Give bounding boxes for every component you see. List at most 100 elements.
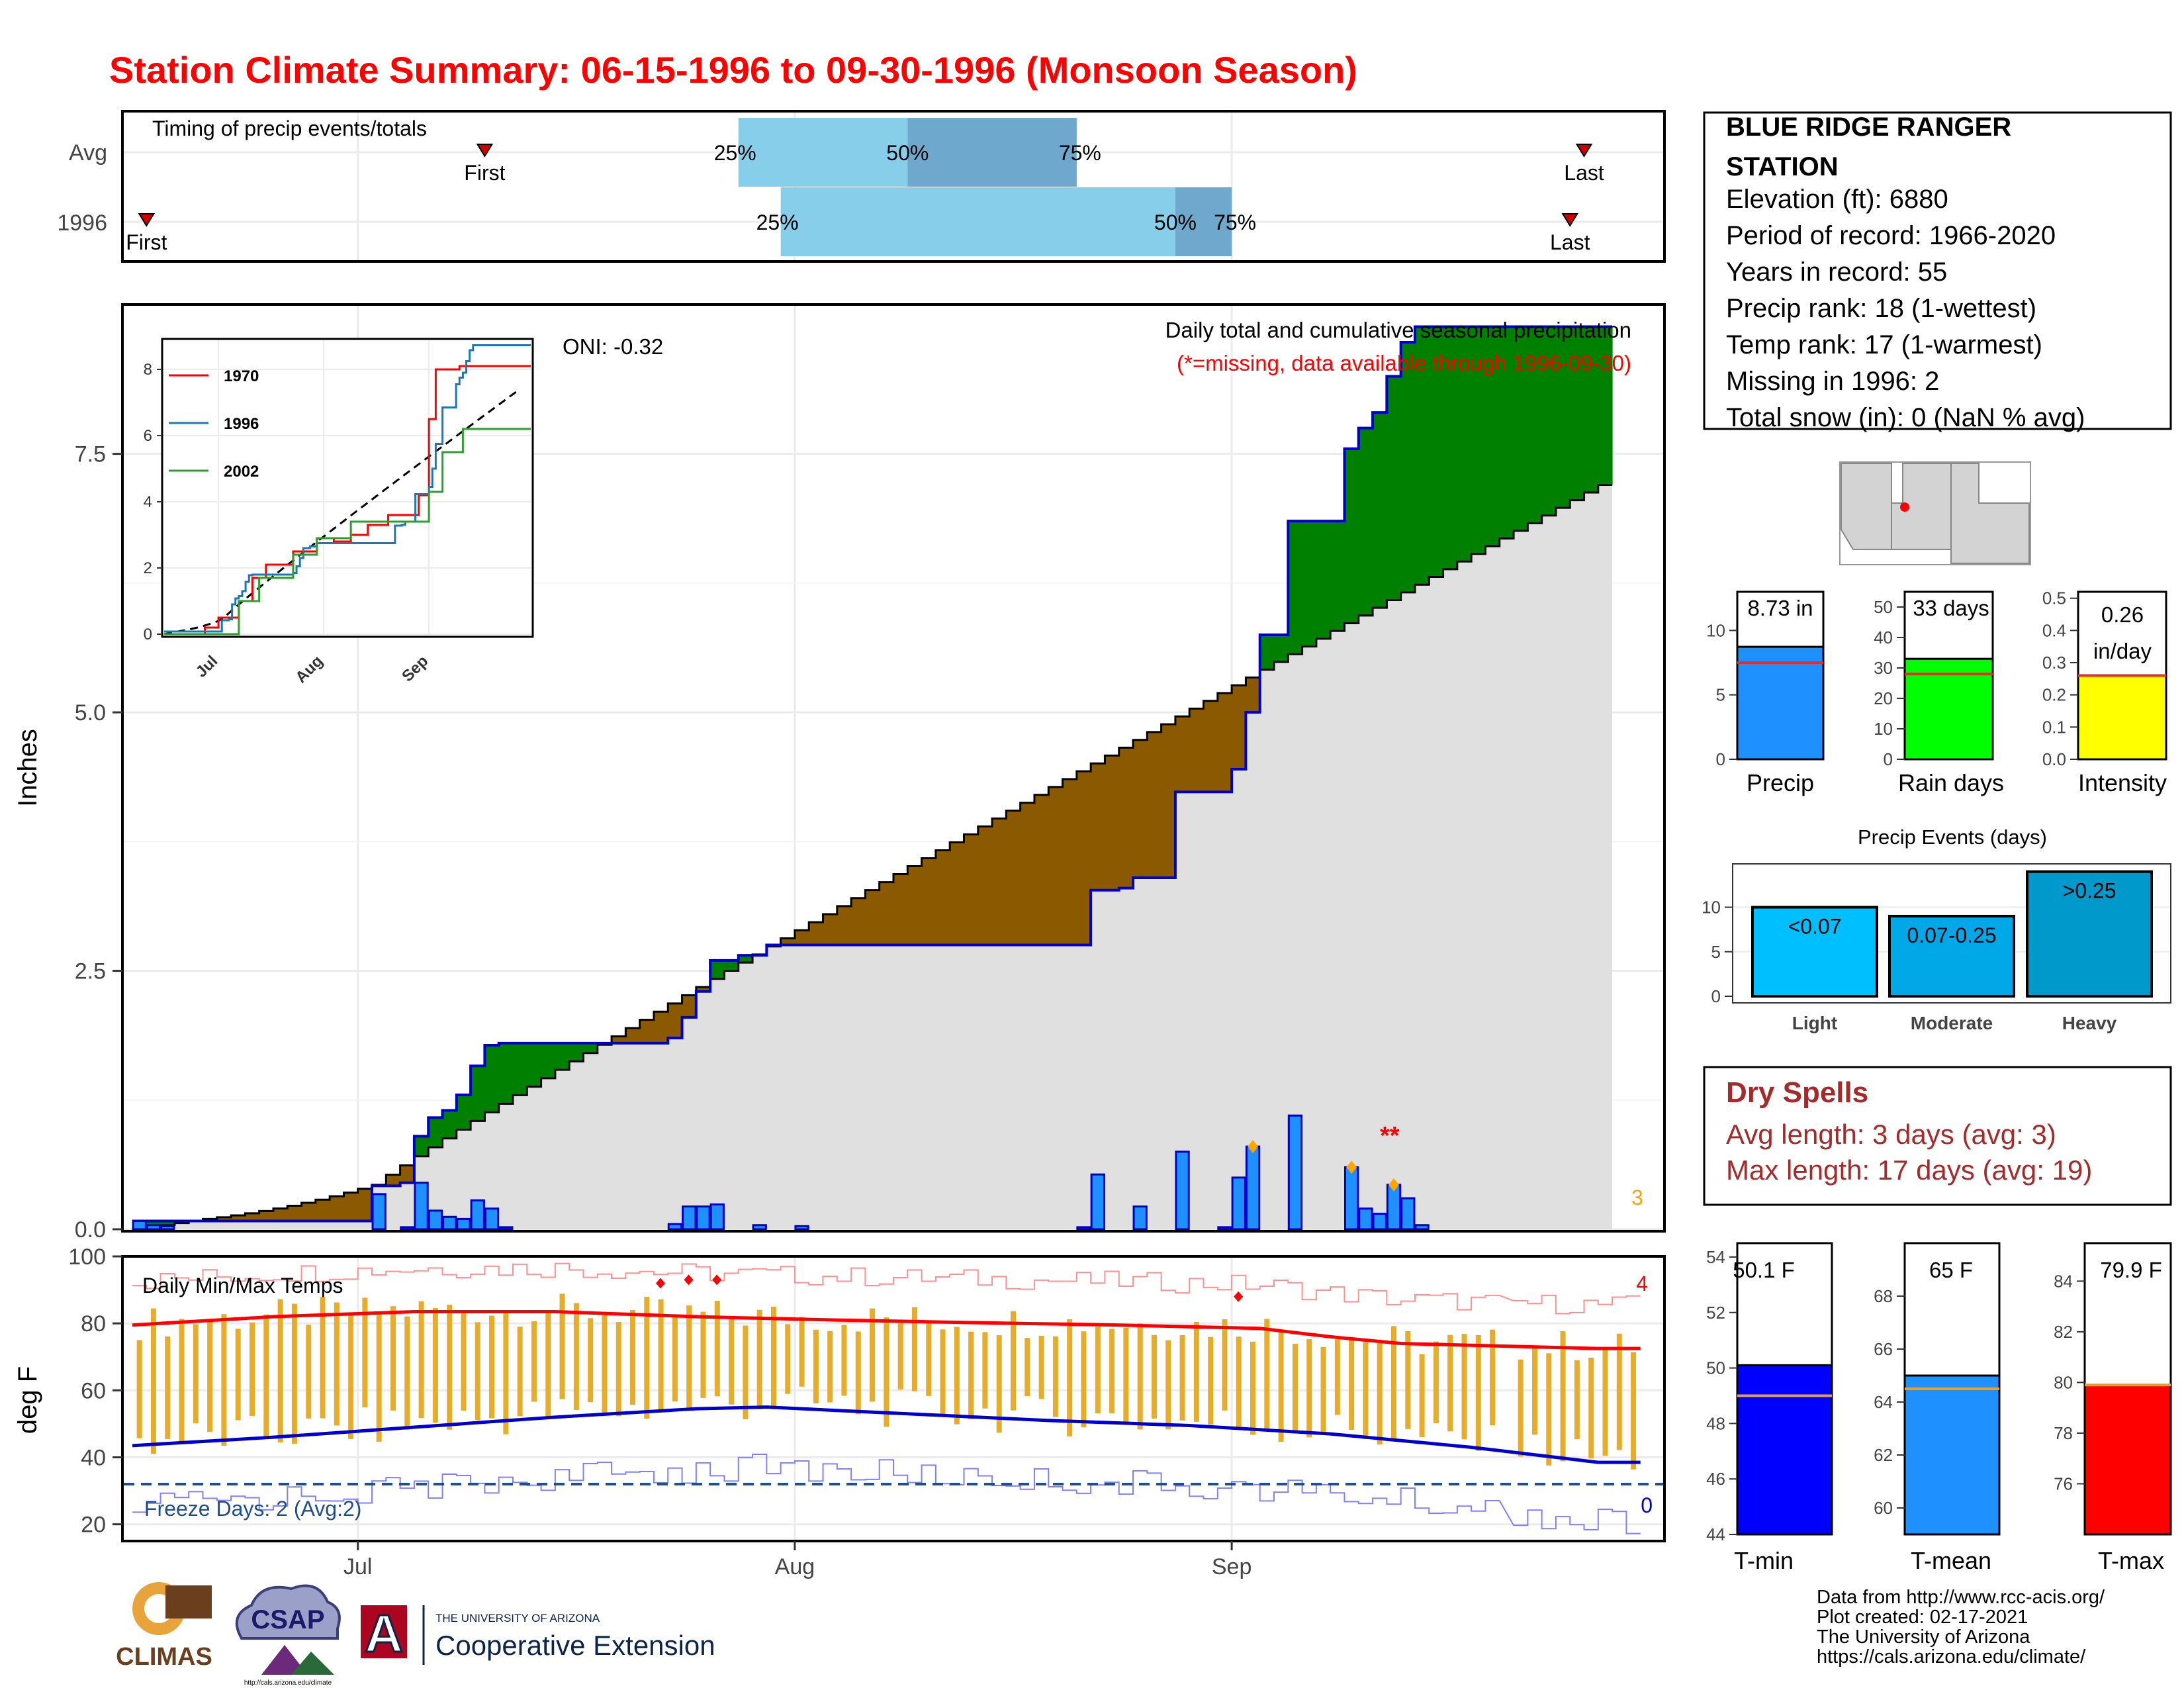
daily-temp-bar <box>1095 1327 1101 1414</box>
event-bar-moderate <box>1888 914 2015 998</box>
deficit-area <box>259 1211 274 1221</box>
deficit-area <box>780 938 796 945</box>
daily-temp-bar <box>1179 1335 1185 1421</box>
daily-temp-bar <box>1447 1335 1453 1432</box>
freeze-days-label: Freeze Days: 2 (Avg:2) <box>144 1497 361 1521</box>
daily-temp-bar <box>207 1321 213 1432</box>
daily-temp-bar <box>1461 1333 1467 1440</box>
precip-ytick: 0.0 <box>75 1217 106 1243</box>
record-high-marker <box>712 1274 722 1286</box>
deficit-area <box>823 914 838 945</box>
daily-temp-bar <box>221 1314 227 1446</box>
daily-precip-bar <box>696 1205 711 1231</box>
daily-temp-bar <box>813 1329 819 1403</box>
precip-bar <box>1736 645 1825 761</box>
deficit-area <box>978 826 993 945</box>
daily-temp-bar <box>954 1327 960 1425</box>
timing-bar-early-avg <box>738 118 908 187</box>
deficit-area <box>668 1003 683 1039</box>
inset-2002-line <box>164 428 531 635</box>
heavy-count-label: 3 <box>1631 1186 1643 1209</box>
temps-ylabel: deg F <box>13 1366 42 1434</box>
daily-temp-bar <box>150 1308 156 1454</box>
oni-label: ONI: -0.32 <box>563 334 663 359</box>
tmean-ytick: 64 <box>1874 1392 1893 1412</box>
ua-logo-line-1: Cooperative Extension <box>435 1630 715 1661</box>
surplus-area <box>1514 326 1528 531</box>
footer-line-4: https://cals.arizona.edu/climate/ <box>1817 1646 2086 1667</box>
daily-temp-bar <box>1560 1331 1566 1462</box>
daily-temp-bar <box>334 1302 340 1426</box>
tmin-ytick: 46 <box>1706 1469 1725 1489</box>
timing-marker-first_day <box>476 144 494 158</box>
inset-average-line <box>163 390 518 635</box>
daily-precip-bar <box>1076 1226 1091 1231</box>
daily-temp-bar <box>644 1297 650 1419</box>
precip-ytick: 5.0 <box>75 700 106 726</box>
surplus-area <box>541 1043 556 1078</box>
precip-ytick: 7.5 <box>75 442 106 467</box>
timing-label: Timing of precip events/totals <box>152 117 427 140</box>
deficit-area <box>851 898 866 945</box>
temp-ytick: 20 <box>81 1513 106 1538</box>
timing-p25-label: 25% <box>714 141 756 165</box>
deficit-area <box>1006 810 1021 945</box>
tmin-value: 50.1 F <box>1733 1258 1795 1282</box>
timing-p75-label: 75% <box>1059 141 1101 165</box>
deficit-area <box>837 906 852 945</box>
deficit-area <box>794 930 809 945</box>
inset-1970-line <box>164 365 531 635</box>
surplus-area <box>1274 634 1289 662</box>
daily-temp-bar <box>1320 1346 1326 1435</box>
daily-temp-bar <box>461 1313 467 1411</box>
surplus-area <box>442 1110 457 1139</box>
timing-marker-last_day <box>1561 213 1579 227</box>
daily-temp-bar <box>1109 1329 1115 1413</box>
daily-temp-bar <box>362 1297 368 1408</box>
surplus-area <box>414 1136 429 1156</box>
daily-temp-bar <box>404 1316 410 1430</box>
daily-temp-bar <box>785 1324 791 1394</box>
daily-temp-bar <box>447 1304 453 1430</box>
deficit-area <box>343 1192 359 1221</box>
temp-top-count: 4 <box>1636 1272 1648 1295</box>
station-missing: Missing in 1996: 2 <box>1726 367 1939 396</box>
daily-temp-bar <box>1334 1339 1340 1415</box>
daily-temp-bar <box>263 1314 269 1437</box>
timing-marker-label: Last <box>1550 230 1590 254</box>
events-ytick: 5 <box>1711 942 1721 962</box>
daily-temp-bar <box>545 1312 551 1419</box>
daily-temp-bar <box>686 1305 692 1410</box>
deficit-area <box>1020 802 1035 945</box>
surplus-area <box>1457 326 1472 562</box>
daily-precip-bar <box>709 1203 725 1231</box>
daily-precip-bar <box>484 1207 500 1231</box>
daily-temp-bar <box>376 1313 382 1442</box>
daily-temp-bar <box>756 1309 762 1409</box>
deficit-area <box>907 866 923 945</box>
deficit-area <box>921 858 936 945</box>
station-name-2: STATION <box>1726 152 1839 181</box>
daily-temp-bar <box>630 1309 636 1405</box>
tmax-label: T-max <box>2098 1547 2164 1574</box>
raindays-ytick: 50 <box>1874 597 1893 617</box>
events-title: Precip Events (days) <box>1858 825 2047 849</box>
daily-temp-bar <box>1574 1360 1580 1440</box>
timing-row-avg: Avg <box>69 140 107 165</box>
deficit-area <box>992 818 1007 945</box>
precip-ytick: 10 <box>1706 620 1725 640</box>
surplus-area <box>1302 521 1317 647</box>
deficit-area <box>682 995 697 1017</box>
daily-precip-bar <box>1217 1226 1232 1231</box>
tmin-ytick: 54 <box>1706 1247 1725 1267</box>
record-high-marker <box>1234 1291 1244 1302</box>
deficit-area <box>964 834 979 945</box>
daily-temp-bar <box>193 1324 199 1424</box>
deficit-area <box>1161 724 1176 878</box>
daily-temp-bar <box>588 1318 594 1403</box>
surplus-area <box>1414 326 1430 585</box>
surplus-area <box>1259 634 1275 670</box>
deficit-area <box>1147 731 1162 878</box>
daily-temp-bar <box>1306 1339 1312 1438</box>
